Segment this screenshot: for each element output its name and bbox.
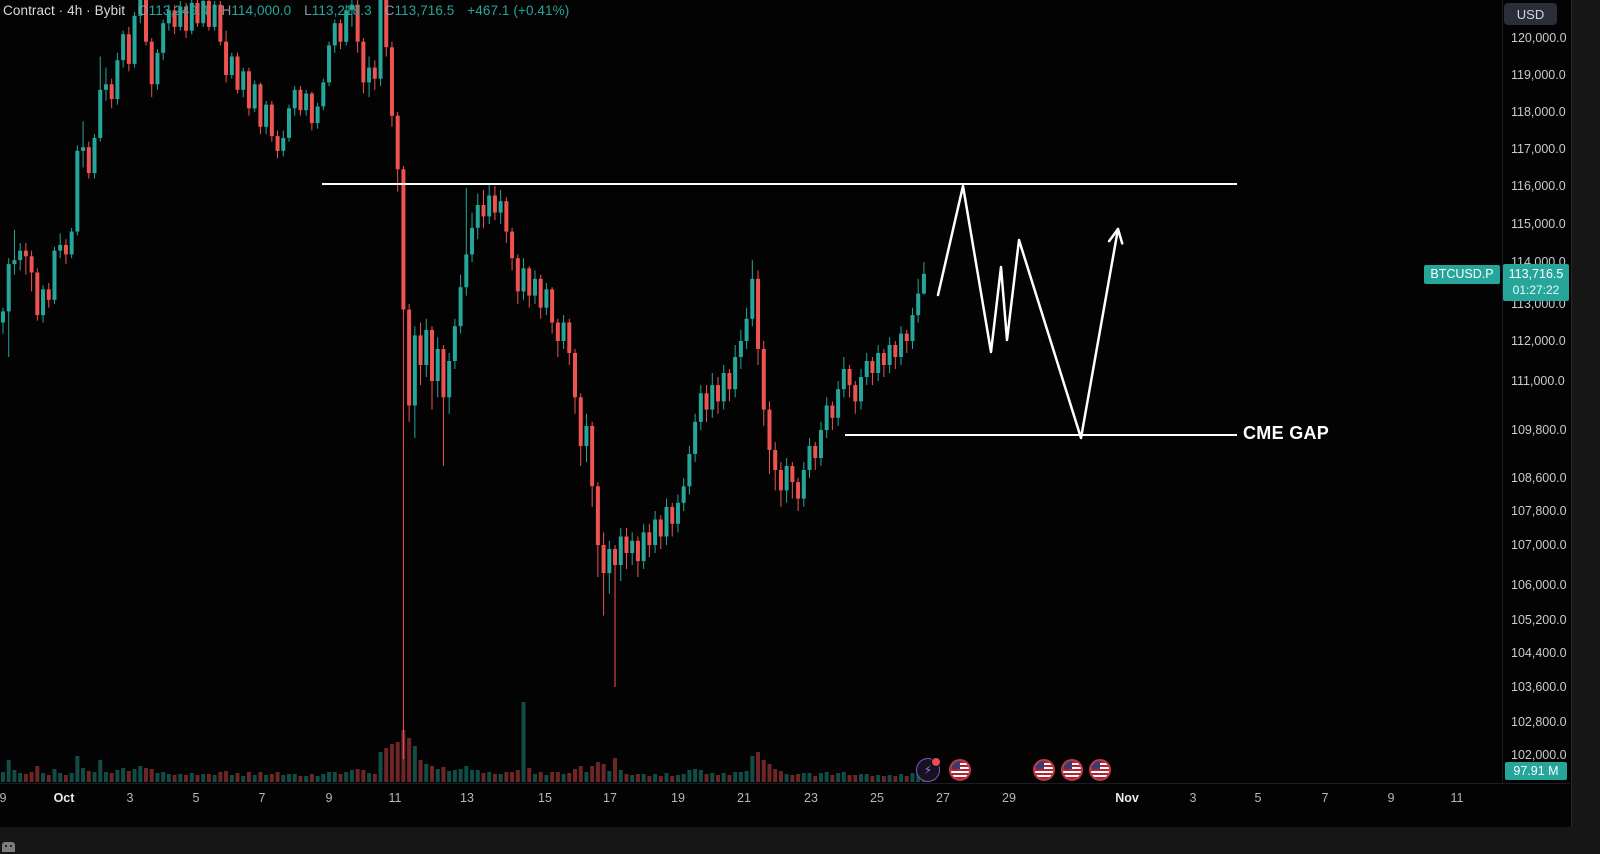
flag-canton [1063, 761, 1072, 769]
time-tick: 3 [126, 791, 134, 805]
price-tick: 108,600.0 [1511, 471, 1567, 485]
page-background-strip [0, 827, 1600, 854]
time-tick: 11 [388, 791, 402, 805]
time-tick: Nov [1115, 791, 1139, 805]
time-tick: 17 [603, 791, 617, 805]
last-price: 113,716.5 [1508, 267, 1564, 281]
chart-legend[interactable]: Contract · 4h · Bybit O113,249.4 H114,00… [3, 3, 569, 18]
last-price-badge: 113,716.5 01:27:22 [1503, 264, 1569, 301]
price-tick: 107,800.0 [1511, 504, 1567, 518]
close-value: 113,716.5 [394, 3, 455, 18]
price-tick: 115,000.0 [1511, 217, 1566, 231]
price-tick: 120,000.0 [1511, 31, 1567, 45]
low-value: 113,218.3 [311, 3, 372, 18]
time-tick: 11 [1450, 791, 1464, 805]
cme-gap-label[interactable]: CME GAP [1243, 423, 1330, 443]
price-tick: 109,800.0 [1511, 423, 1567, 437]
economic-event-us-flag-icon[interactable] [1033, 759, 1055, 781]
change-value: +467.1 (+0.41%) [467, 3, 570, 18]
price-tick: 102,800.0 [1511, 715, 1567, 729]
high-label: H [221, 3, 232, 18]
projection-zigzag[interactable] [936, 184, 1120, 440]
time-tick: 9 [1387, 791, 1395, 805]
price-tick: 111,000.0 [1511, 374, 1565, 388]
high-value: 114,000.0 [231, 3, 292, 18]
volume-badge: 97.91 M [1505, 762, 1567, 780]
currency-toggle-button[interactable]: USD [1504, 3, 1557, 25]
time-tick: 9 [0, 791, 7, 805]
lightning-icon: ⚡ [923, 763, 933, 777]
time-tick: 27 [936, 791, 950, 805]
open-label: O [138, 3, 149, 18]
time-tick: 23 [804, 791, 818, 805]
price-tick: 103,600.0 [1511, 680, 1567, 694]
economic-event-lightning-icon[interactable]: ⚡ [916, 757, 941, 782]
notification-dot [931, 757, 941, 767]
price-tick: 112,000.0 [1511, 334, 1566, 348]
open-value: 113,249.4 [148, 3, 209, 18]
economic-event-us-flag-icon[interactable] [1089, 759, 1111, 781]
time-tick: 21 [737, 791, 751, 805]
price-tick: 105,200.0 [1511, 613, 1567, 627]
time-tick: 3 [1189, 791, 1197, 805]
price-tick: 107,000.0 [1511, 538, 1567, 552]
time-tick: 5 [192, 791, 200, 805]
time-tick: 5 [1254, 791, 1262, 805]
bar-countdown: 01:27:22 [1512, 283, 1560, 297]
price-tick: 119,000.0 [1511, 68, 1566, 82]
time-tick: 13 [460, 791, 474, 805]
price-axis[interactable]: 120,000.0 119,000.0 118,000.0 117,000.0 116,… [1502, 0, 1571, 783]
candlestick-chart[interactable] [0, 0, 1501, 783]
flag-canton [1091, 761, 1100, 769]
volume-bars [1, 702, 926, 782]
time-tick: 7 [258, 791, 266, 805]
price-tick: 116,000.0 [1511, 179, 1566, 193]
time-tick: 15 [538, 791, 552, 805]
time-tick: 25 [870, 791, 884, 805]
time-tick: 7 [1321, 791, 1329, 805]
price-tick: 106,000.0 [1511, 578, 1567, 592]
low-label: L [304, 3, 312, 18]
economic-event-us-flag-icon[interactable] [1061, 759, 1083, 781]
flag-canton [951, 761, 960, 769]
symbol-badge: BTCUSD.P [1424, 265, 1500, 284]
price-tick: 118,000.0 [1511, 105, 1566, 119]
watermark-partial-icon [2, 842, 15, 852]
economic-event-us-flag-icon[interactable] [949, 759, 971, 781]
price-tick: 102,000.0 [1511, 748, 1567, 762]
flag-canton [1035, 761, 1044, 769]
close-label: C [384, 3, 395, 18]
time-tick: 19 [671, 791, 685, 805]
time-tick: Oct [53, 791, 75, 805]
projection-arrowhead[interactable] [1107, 227, 1124, 245]
time-axis[interactable]: 9 Oct 3 5 7 9 11 13 15 17 19 21 23 25 27 29 Nov 3 5 7 9 11 [0, 783, 1570, 827]
candles [1, 0, 926, 760]
price-tick: 104,400.0 [1511, 646, 1567, 660]
time-tick: 9 [325, 791, 333, 805]
price-tick: 117,000.0 [1511, 142, 1566, 156]
chart-widget: Contract · 4h · Bybit O113,249.4 H114,00… [0, 0, 1572, 828]
symbol-description: Contract · 4h · Bybit [3, 3, 126, 18]
time-tick: 29 [1002, 791, 1016, 805]
